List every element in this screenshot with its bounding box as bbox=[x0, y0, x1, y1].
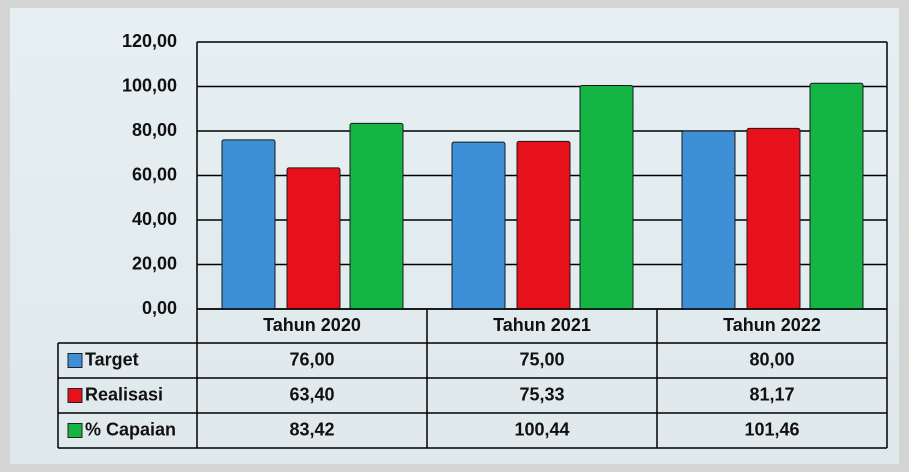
data-label: 80,00 bbox=[749, 349, 794, 369]
bar bbox=[221, 139, 276, 310]
y-tick-label: 60,00 bbox=[132, 164, 177, 184]
y-tick-label: 100,00 bbox=[122, 75, 177, 95]
data-label: 81,17 bbox=[749, 384, 794, 404]
legend-label: % Capaian bbox=[85, 419, 176, 439]
legend-swatch bbox=[67, 388, 83, 403]
data-label: 76,00 bbox=[289, 349, 334, 369]
data-label: 75,00 bbox=[519, 349, 564, 369]
legend-swatch bbox=[67, 423, 83, 438]
legend-label: Target bbox=[85, 349, 139, 369]
x-tick-label: Tahun 2021 bbox=[493, 315, 591, 335]
data-label: 75,33 bbox=[519, 384, 564, 404]
legend-label: Realisasi bbox=[85, 384, 163, 404]
y-tick-label: 80,00 bbox=[132, 120, 177, 140]
y-tick-label: 40,00 bbox=[132, 209, 177, 229]
x-tick-label: Tahun 2022 bbox=[723, 315, 821, 335]
data-label: 100,44 bbox=[514, 419, 569, 439]
bar bbox=[451, 141, 506, 310]
legend-swatch bbox=[67, 353, 83, 368]
bar bbox=[746, 127, 801, 310]
data-label: 101,46 bbox=[744, 419, 799, 439]
y-tick-label: 120,00 bbox=[122, 31, 177, 51]
data-label: 63,40 bbox=[289, 384, 334, 404]
y-tick-label: 20,00 bbox=[132, 253, 177, 273]
bar bbox=[349, 122, 404, 310]
bar bbox=[579, 85, 634, 310]
data-label: 83,42 bbox=[289, 419, 334, 439]
y-tick-label: 0,00 bbox=[142, 298, 177, 318]
bar bbox=[286, 167, 341, 310]
bar bbox=[681, 130, 736, 310]
x-tick-label: Tahun 2020 bbox=[263, 315, 361, 335]
bar bbox=[809, 82, 864, 310]
bar bbox=[516, 140, 571, 310]
